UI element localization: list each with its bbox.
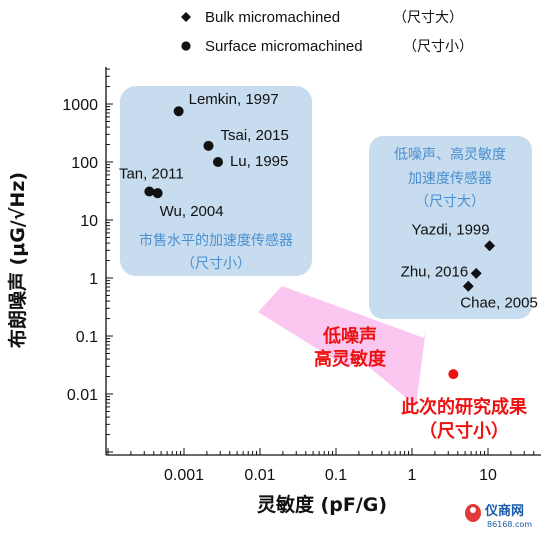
point-label: Yazdi, 1999 xyxy=(411,222,489,239)
point-label: Lu, 1995 xyxy=(230,153,288,170)
y-tick-label: 1 xyxy=(89,271,98,288)
watermark-sub: 86168.com xyxy=(487,520,532,529)
low-noise-box-line-1: 低噪声、高灵敏度 xyxy=(394,146,506,163)
x-tick-label: 10 xyxy=(479,467,497,484)
legend-bulk-label: Bulk micromachined xyxy=(205,9,340,26)
x-tick-label: 0.001 xyxy=(164,467,204,484)
bulk-data-point xyxy=(484,240,496,252)
x-axis-label: 灵敏度 (pF/G) xyxy=(257,493,387,516)
surface-data-point xyxy=(152,188,163,199)
legend-surface-note: （尺寸小） xyxy=(403,39,473,55)
watermark-logo: 仪商网 86168.com xyxy=(465,503,532,529)
x-tick-label: 0.01 xyxy=(244,467,275,484)
surface-data-point xyxy=(203,140,214,151)
commercial-box xyxy=(120,86,312,276)
legend-bulk-note: （尺寸大） xyxy=(393,10,463,26)
point-label: Tan, 2011 xyxy=(119,166,184,183)
arrow-text-line-2: 高灵敏度 xyxy=(314,348,387,370)
research-result-point xyxy=(448,369,459,380)
low-noise-box-line-2: 加速度传感器 xyxy=(408,170,492,187)
result-text-line-2: （尺寸小） xyxy=(419,420,509,442)
point-label: Wu, 2004 xyxy=(160,203,224,220)
improvement-arrow xyxy=(258,286,426,406)
legend-diamond-marker xyxy=(181,12,191,22)
legend-surface-label: Surface micromachined xyxy=(205,38,363,55)
x-tick-label: 1 xyxy=(408,467,417,484)
low-noise-box-line-3: （尺寸大） xyxy=(415,194,485,210)
surface-data-point xyxy=(173,106,184,117)
y-tick-label: 100 xyxy=(71,155,98,172)
point-label: Chae, 2005 xyxy=(460,294,538,311)
y-tick-label: 10 xyxy=(80,213,98,230)
x-tick-label: 0.1 xyxy=(325,467,347,484)
point-label: Tsai, 2015 xyxy=(220,127,288,144)
commercial-box-line-2: （尺寸小） xyxy=(181,256,251,272)
legend-circle-marker xyxy=(181,41,191,51)
point-label: Zhu, 2016 xyxy=(401,263,469,280)
y-axis-label: 布朗噪声 (μG/√Hz) xyxy=(6,172,29,348)
bulk-data-point xyxy=(470,267,482,279)
y-tick-label: 0.01 xyxy=(67,387,98,404)
point-label: Lemkin, 1997 xyxy=(189,91,279,108)
bulk-data-point xyxy=(462,280,474,292)
surface-data-point xyxy=(144,186,155,197)
watermark-main: 仪商网 xyxy=(484,503,524,519)
arrow-text-line-1: 低噪声 xyxy=(322,325,377,347)
y-tick-label: 1000 xyxy=(62,97,98,114)
low-noise-box xyxy=(369,136,532,319)
legend: Bulk micromachined （尺寸大） Surface microma… xyxy=(181,9,473,55)
result-text-line-1: 此次的研究成果 xyxy=(401,396,528,418)
y-tick-label: 0.1 xyxy=(76,329,98,346)
surface-data-point xyxy=(212,157,223,167)
commercial-box-line-1: 市售水平的加速度传感器 xyxy=(139,232,293,249)
